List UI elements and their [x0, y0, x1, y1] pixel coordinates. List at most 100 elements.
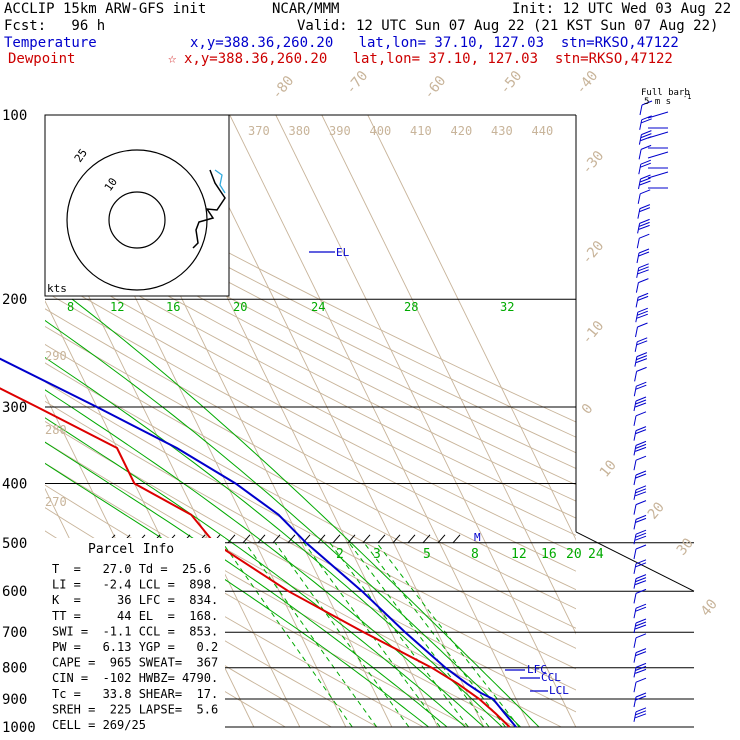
- temperature-line: [0, 357, 517, 728]
- wind-barb-flag: [639, 204, 651, 210]
- wind-barb-flag: [641, 130, 652, 136]
- valid-time: Valid: 12 UTC Sun 07 Aug 22 (21 KST Sun …: [297, 18, 719, 34]
- mixing-ratio-label: 8: [471, 547, 479, 562]
- lfc-marker: LFC: [527, 663, 547, 676]
- theta-left-label: 290: [45, 349, 67, 363]
- adiabat-label: 8: [67, 300, 74, 314]
- init-label: Init: 12 UTC Wed 03 Aug 22: [512, 1, 732, 17]
- wind-barb-flag: [636, 313, 648, 319]
- wind-barb-staff: [633, 474, 637, 486]
- wind-barb-staff: [633, 711, 637, 722]
- dry-adiabat: [45, 362, 576, 649]
- wind-barb-flag: [635, 713, 647, 719]
- isotherm-label: -30: [579, 148, 608, 178]
- isotherm-label: 20: [645, 499, 668, 522]
- wind-barb-flag: [635, 426, 647, 432]
- hatch-mark: [362, 534, 371, 544]
- wind-barb-staff: [633, 637, 637, 648]
- wind-barb-flag: [635, 429, 647, 435]
- hatch-mark: [242, 534, 251, 544]
- mixing-ratio-line: [222, 542, 353, 728]
- mixing-ratio-label: 2: [336, 547, 344, 562]
- hatch-mark: [422, 534, 431, 544]
- wind-barb-staff: [637, 223, 641, 234]
- wind-barb-flag: [635, 651, 647, 657]
- wind-barb-staff: [633, 622, 637, 634]
- wind-barb-flag: [635, 529, 647, 535]
- isotherm-label: -10: [579, 318, 608, 348]
- wind-barb-flag: [635, 470, 647, 476]
- theta-label: 390: [329, 124, 351, 138]
- pressure-label: 300: [2, 400, 27, 416]
- isotherm-line: [321, 115, 576, 635]
- dry-adiabat: [45, 257, 576, 536]
- theta-label: 410: [410, 124, 432, 138]
- wind-barb-flag: [635, 662, 647, 668]
- wind-barb-flag: [635, 577, 647, 583]
- wind-barb-flag: [639, 177, 651, 183]
- mixing-ratio-label: 20: [566, 547, 582, 562]
- wind-barb-staff: [633, 578, 637, 589]
- adiabat-label: 12: [110, 300, 124, 314]
- wind-barb-flag: [635, 692, 647, 698]
- wind-barb-flag: [638, 266, 649, 272]
- wind-barb-flag: [635, 446, 647, 452]
- hatch-mark: [257, 534, 266, 544]
- wind-barb-staff: [636, 267, 640, 278]
- ccl-marker: CCL: [541, 671, 561, 684]
- wind-barb-staff: [639, 119, 643, 130]
- lcl-marker: LCL: [549, 684, 569, 697]
- isotherm-label: 40: [698, 596, 721, 619]
- wind-barb-flag: [635, 455, 647, 461]
- dry-adiabat: [45, 325, 576, 610]
- temperature-location: x,y=388.36,260.20 lat,lon= 37.10, 127.03…: [190, 35, 679, 51]
- wind-barb-flag: [635, 443, 647, 449]
- wind-barb-upper: [647, 131, 669, 139]
- wind-barb-flag: [637, 295, 649, 301]
- hodograph-trace: [192, 169, 226, 249]
- dewpoint-line: [0, 387, 511, 728]
- wind-barb-flag: [635, 618, 647, 624]
- wind-barb-staff: [633, 415, 637, 426]
- wind-barb-staff: [637, 208, 641, 219]
- parcel-row: Tc = 33.8 SHEAR= 17.: [52, 687, 218, 701]
- wind-barb-flag: [635, 621, 647, 627]
- hodograph-ring-label-25: 25: [72, 146, 90, 164]
- isotherm-line: [183, 115, 485, 728]
- hodograph-ring-inner: [108, 191, 166, 249]
- wind-barb-flag: [640, 133, 652, 139]
- wind-barb-staff: [638, 134, 642, 145]
- isotherm-label: 10: [597, 457, 620, 480]
- hodograph-frame: [44, 114, 230, 297]
- parcel-info-box: [45, 538, 225, 728]
- wind-barb-flag: [635, 384, 647, 390]
- wind-barb-flag: [635, 399, 647, 405]
- isotherm-line: [275, 115, 576, 728]
- mixing-ratio-label: 5: [423, 547, 431, 562]
- adiabat-label: 16: [166, 300, 180, 314]
- wind-barb-flag: [635, 606, 647, 612]
- el-marker: EL: [336, 246, 350, 259]
- mixing-ratio-line: [329, 542, 469, 728]
- wind-barb-flag: [639, 207, 651, 213]
- hatch-mark: [392, 534, 401, 544]
- wind-barb-flag: [641, 118, 652, 124]
- wind-barb-flag: [635, 588, 647, 594]
- wind-barb-flag: [635, 624, 647, 630]
- wind-barb-flag: [635, 562, 647, 568]
- dry-adiabat: [45, 291, 576, 572]
- wind-barb-staff: [638, 149, 642, 160]
- parcel-row: LI = -2.4 LCL = 898.: [52, 578, 218, 592]
- dry-adiabat: [45, 242, 576, 519]
- theta-label: 420: [451, 124, 473, 138]
- wind-barb-flag: [635, 580, 647, 586]
- adiabat-label: 28: [404, 300, 418, 314]
- isotherm-label: -50: [497, 68, 526, 98]
- wind-barb-flag: [635, 677, 647, 683]
- dewpoint-location: x,y=388.36,260.20 lat,lon= 37.10, 127.03…: [184, 51, 673, 67]
- mixing-ratio-label: 16: [541, 547, 557, 562]
- wind-barb-flag: [635, 603, 647, 609]
- wind-barb-flag: [639, 233, 650, 239]
- isotherm-label: -80: [269, 73, 298, 103]
